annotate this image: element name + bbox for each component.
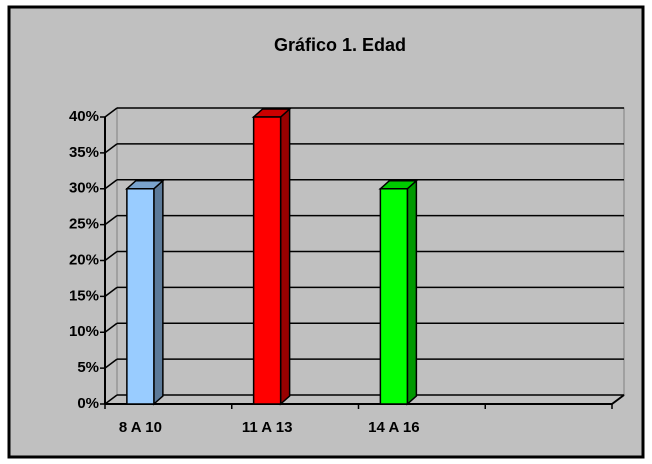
- y-tick-label: 35%: [69, 144, 99, 161]
- bar-side: [153, 179, 164, 406]
- y-tick-label: 25%: [69, 216, 99, 233]
- x-axis-end: [611, 394, 625, 405]
- grid-line-side: [104, 107, 118, 118]
- grid-line-side: [104, 143, 118, 154]
- grid-line-side: [104, 358, 118, 369]
- grid-line-side: [104, 179, 118, 190]
- bar-side: [406, 179, 418, 406]
- y-tick-label: 30%: [69, 180, 99, 197]
- bar-side: [279, 107, 291, 406]
- y-tick-label: 15%: [69, 287, 99, 304]
- chart-title: Gráfico 1. Edad: [274, 35, 406, 55]
- grid-line-side: [104, 322, 118, 333]
- y-tick-label: 40%: [69, 108, 99, 125]
- x-tick-label: 14 A 16: [368, 419, 419, 436]
- grid-line-side: [104, 394, 118, 405]
- bar: [252, 116, 282, 405]
- y-tick-label: 5%: [77, 359, 99, 376]
- grid-line-side: [104, 286, 118, 297]
- grid-line-side: [104, 215, 118, 226]
- x-tick-label: 8 A 10: [119, 419, 162, 436]
- bar: [126, 188, 155, 405]
- y-tick-label: 20%: [69, 251, 99, 268]
- bar: [379, 188, 409, 405]
- y-tick-label: 10%: [69, 323, 99, 340]
- x-tick-label: 11 A 13: [242, 419, 293, 436]
- grid-line-side: [104, 250, 118, 262]
- floor: [103, 394, 626, 405]
- y-tick-label: 0%: [77, 395, 99, 412]
